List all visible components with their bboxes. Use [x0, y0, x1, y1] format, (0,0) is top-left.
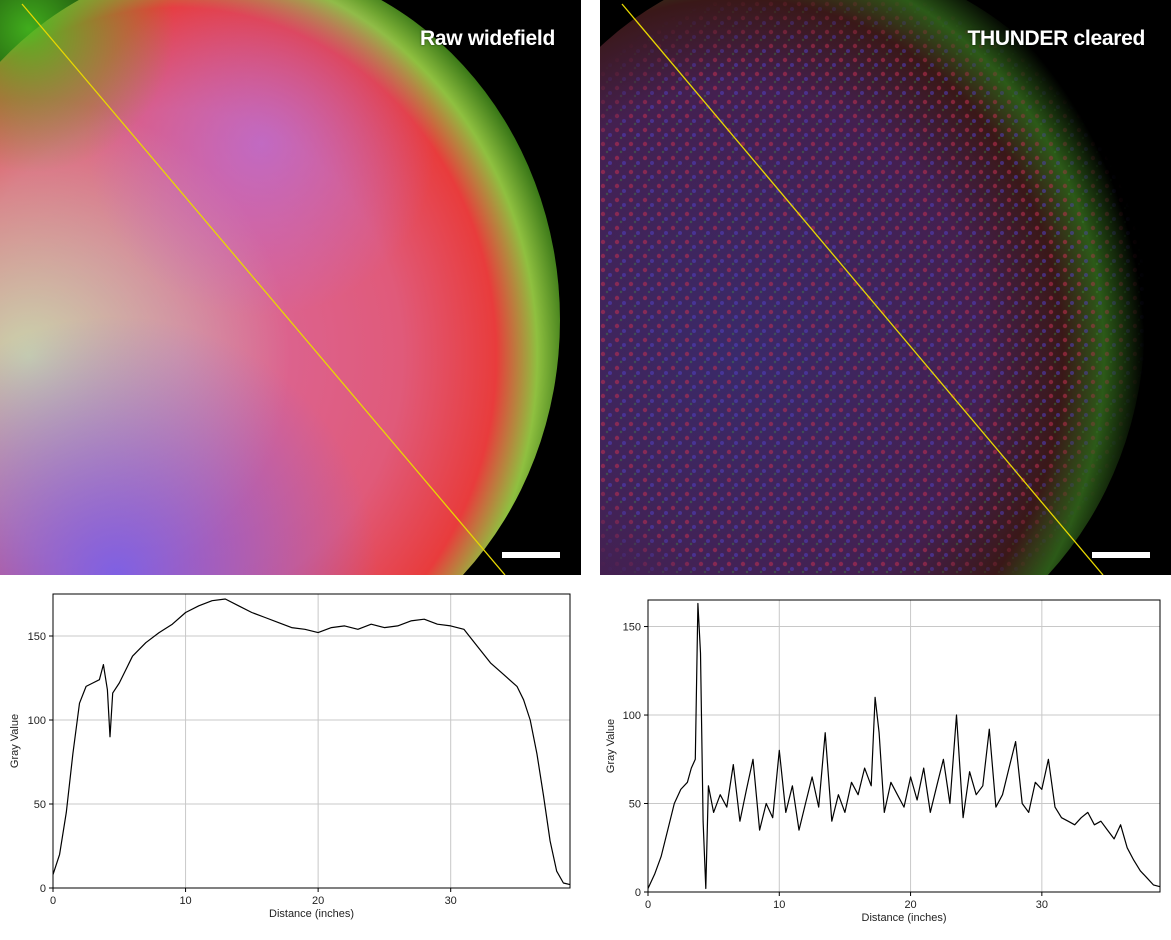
profile-trace-0 [52, 598, 571, 886]
y-axis-label: Gray Value [605, 719, 617, 773]
panel-title: THUNDER cleared [967, 27, 1145, 50]
plot-area [648, 600, 1160, 892]
raw-widefield-micrograph [0, 0, 581, 575]
raw-widefield-image: Raw widefield [0, 0, 581, 575]
plot-frame [647, 599, 1161, 893]
x-tick-label: 20 [312, 895, 324, 907]
thunder-cleared-micrograph [600, 0, 1171, 575]
plot-area [53, 594, 570, 888]
y-axis-label: Gray Value [9, 714, 21, 768]
x-axis-label: Distance (inches) [269, 908, 354, 920]
x-tick-label: 0 [645, 899, 651, 911]
y-tick-label: 50 [34, 799, 46, 811]
scale-bar [502, 552, 560, 558]
x-tick-label: 10 [773, 899, 785, 911]
scale-bar [1092, 552, 1150, 558]
x-tick-label: 20 [904, 899, 916, 911]
thunder-cleared-image: THUNDER cleared [600, 0, 1171, 575]
y-tick-label: 0 [635, 887, 641, 899]
profile-line [621, 3, 1104, 575]
y-tick-label: 0 [40, 883, 46, 895]
thunder-profile-plot: 0 10 20 30 0 50 100 150 Distance (inches) Gray Va… [605, 599, 1161, 924]
profile-line [21, 3, 506, 575]
raw-intensity-profile-chart: 0 10 20 30 0 50 100 150 Distance (inches) Gray Va… [0, 590, 585, 940]
x-tick-label: 30 [1036, 899, 1048, 911]
x-axis-label: Distance (inches) [862, 912, 947, 924]
x-tick-label: 10 [179, 895, 191, 907]
y-tick-label: 150 [28, 631, 46, 643]
y-tick-label: 150 [623, 622, 641, 634]
panel-title: Raw widefield [420, 27, 555, 50]
x-tick-label: 30 [445, 895, 457, 907]
plot-frame [52, 593, 571, 889]
y-tick-label: 100 [28, 715, 46, 727]
thunder-intensity-profile-chart: 0 10 20 30 0 50 100 150 Distance (inches) Gray Va… [600, 590, 1171, 940]
y-tick-label: 100 [623, 710, 641, 722]
y-tick-label: 50 [629, 799, 641, 811]
profile-trace-0 [647, 602, 1161, 890]
raw-profile-plot: 0 10 20 30 0 50 100 150 Distance (inches) Gray Va… [9, 593, 571, 920]
x-tick-label: 0 [50, 895, 56, 907]
